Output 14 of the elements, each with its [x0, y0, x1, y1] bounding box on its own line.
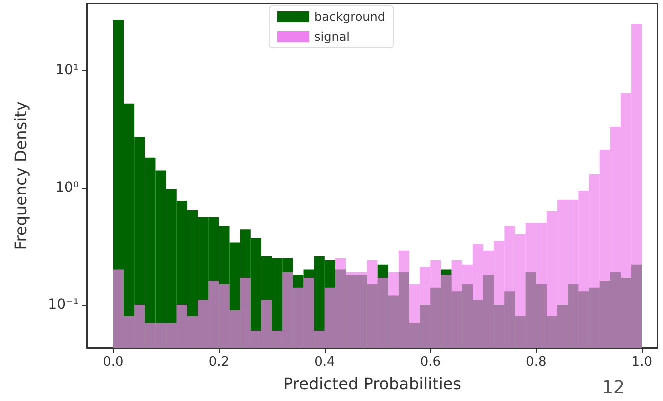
x-tick-label: 0.6 — [420, 355, 441, 370]
legend-label: background — [314, 10, 386, 24]
x-tick-label: 0.0 — [103, 355, 124, 370]
x-tick-label: 0.4 — [314, 355, 336, 370]
x-tick-label: 0.2 — [208, 355, 230, 370]
y-tick-label: 10¹ — [56, 62, 79, 79]
y-tick-label: 10⁻¹ — [48, 297, 79, 314]
x-tick-label: 1.0 — [632, 355, 652, 370]
y-tick-label: 10⁰ — [56, 180, 80, 196]
legend-label: signal — [314, 30, 350, 44]
text: 12 — [602, 378, 625, 398]
x-axis-title: Predicted Probabilities — [284, 374, 462, 394]
y-axis-title: Frequency Density — [12, 102, 30, 250]
x-tick-label: 0.8 — [526, 355, 547, 370]
